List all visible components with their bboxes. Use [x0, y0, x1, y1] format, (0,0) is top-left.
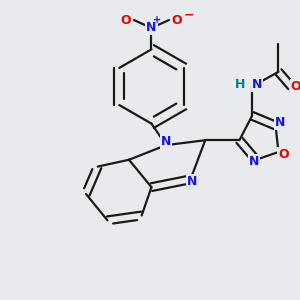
Text: N: N — [252, 78, 262, 91]
Text: N: N — [187, 175, 198, 188]
Text: O: O — [291, 80, 300, 93]
Text: O: O — [278, 148, 289, 161]
Text: N: N — [249, 155, 259, 168]
Text: −: − — [183, 9, 194, 22]
Text: H: H — [235, 78, 246, 91]
Text: O: O — [121, 14, 131, 26]
Text: N: N — [146, 21, 157, 34]
Text: N: N — [275, 116, 286, 129]
Text: +: + — [153, 15, 161, 25]
Text: O: O — [172, 14, 182, 26]
Text: N: N — [161, 135, 171, 148]
